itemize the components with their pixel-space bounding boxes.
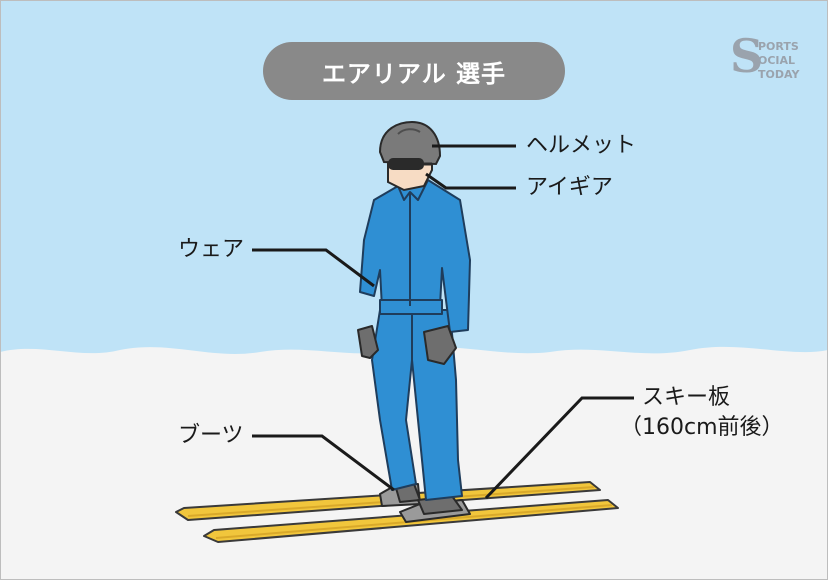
label-wear: ウェア [178, 237, 245, 262]
label-helmet: ヘルメット [526, 133, 637, 158]
svg-text:S: S [730, 29, 763, 83]
jacket [359, 179, 471, 333]
label-skis: スキー板 [642, 385, 731, 410]
sports-social-today-logo: S PORTS OCIAL TODAY [730, 29, 800, 83]
gloves [357, 325, 457, 365]
svg-text:TODAY: TODAY [758, 68, 800, 81]
leader-lines [252, 144, 634, 500]
label-boots: ブーツ [178, 423, 244, 448]
label-eyegear: アイギア [526, 175, 613, 200]
helmet-shape [378, 120, 442, 166]
goggles-shape [388, 158, 424, 170]
svg-text:PORTS: PORTS [758, 40, 799, 53]
svg-text:OCIAL: OCIAL [758, 54, 795, 67]
label-ski-length: （160cm前後） [620, 415, 784, 440]
snow-ground [0, 346, 828, 580]
title-pill: エアリアル 選手 [263, 42, 565, 100]
head [378, 120, 442, 192]
